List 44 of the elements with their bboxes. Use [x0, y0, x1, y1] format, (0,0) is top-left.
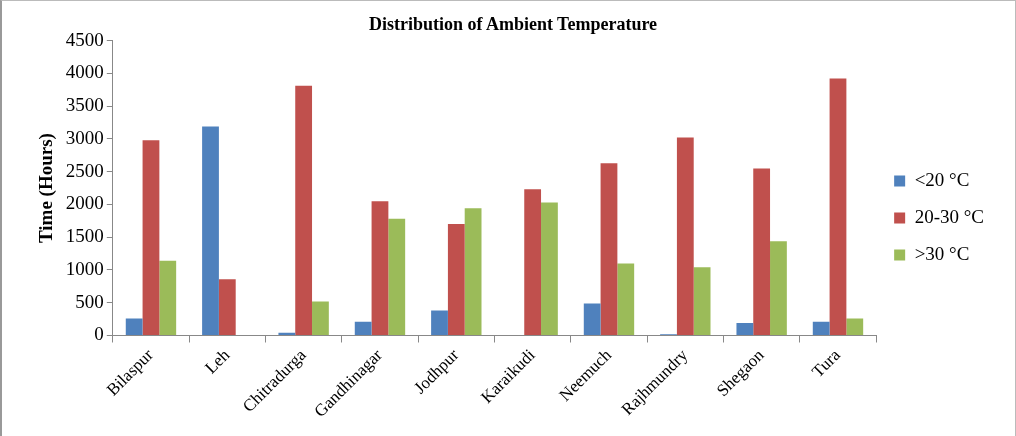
legend-label: <20 °C	[914, 168, 970, 190]
bar	[583, 303, 601, 335]
bar	[125, 318, 143, 335]
x-tick-label: Leh	[201, 344, 234, 378]
bar	[693, 267, 711, 335]
bar	[431, 310, 448, 335]
bar	[388, 218, 406, 335]
bar	[354, 321, 372, 335]
bar	[753, 168, 771, 335]
y-tick-label: 4500	[65, 28, 104, 50]
legend-label: 20-30 °C	[914, 205, 985, 227]
y-tick-label: 2000	[65, 192, 104, 214]
bar	[600, 163, 618, 335]
bar	[617, 263, 635, 335]
legend-label: >30 °C	[914, 242, 970, 264]
bar	[295, 85, 313, 335]
bar	[812, 321, 830, 335]
y-tick-label: 0	[94, 323, 104, 345]
bar	[524, 189, 542, 335]
bar	[142, 140, 160, 335]
bar	[159, 260, 177, 335]
bar	[278, 332, 296, 335]
y-tick-label: 3500	[65, 94, 104, 116]
bar	[541, 202, 558, 335]
y-axis-title: Time (Hours)	[35, 133, 58, 244]
bar	[846, 318, 864, 335]
bar	[447, 224, 465, 335]
bar	[829, 78, 847, 335]
y-tick-label: 4000	[65, 61, 104, 83]
chart-title: Distribution of Ambient Temperature	[368, 14, 658, 35]
bar	[371, 201, 389, 335]
bar	[218, 279, 236, 335]
bar	[202, 126, 219, 335]
bar	[464, 208, 482, 335]
bar	[312, 301, 329, 335]
y-tick-label: 1000	[65, 257, 104, 279]
y-tick-label: 2500	[65, 159, 104, 181]
bar	[736, 323, 754, 335]
y-tick-label: 500	[75, 290, 104, 312]
bar	[770, 241, 787, 335]
y-tick-label: 1500	[65, 225, 104, 247]
y-tick-label: 3000	[65, 126, 104, 148]
x-tick-label: Tura	[808, 344, 845, 381]
bar	[676, 137, 694, 335]
